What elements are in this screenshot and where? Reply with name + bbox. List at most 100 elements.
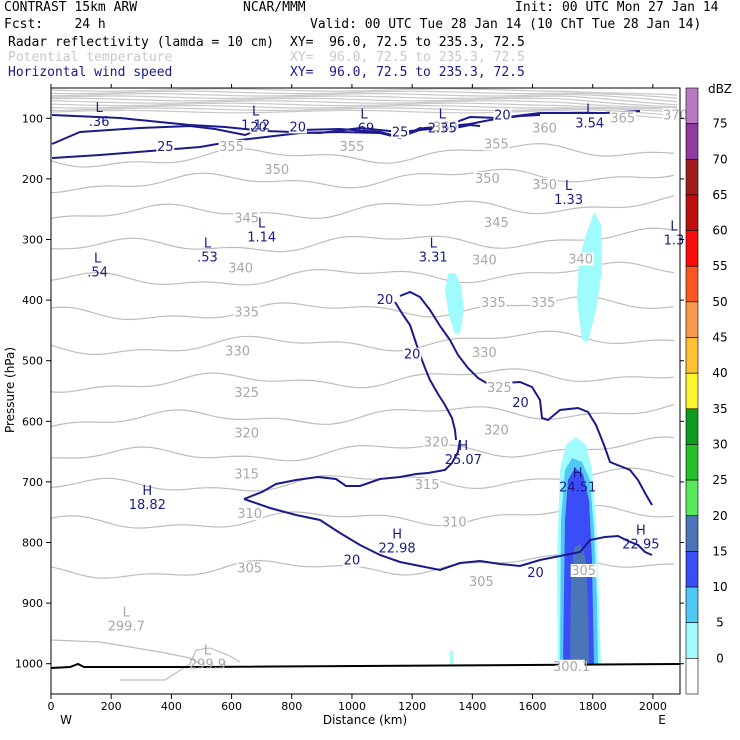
- wind-label-bg: [493, 108, 512, 122]
- x-tick-label: 1200: [398, 700, 426, 713]
- theta-contour-dense: [51, 104, 678, 113]
- theta-contour-label: 350: [264, 163, 289, 178]
- x-tick-label: 2000: [639, 700, 667, 713]
- theta-contour: [51, 168, 675, 194]
- y-tick-label: 100: [22, 112, 43, 125]
- colorbar-label: 25: [712, 473, 727, 487]
- wind-contour-label: 20: [512, 396, 529, 411]
- theta-label-bg: [567, 252, 594, 266]
- theta-label-bg: [570, 564, 597, 578]
- theta-contour-label: 345: [484, 216, 509, 231]
- east-label: E: [658, 713, 666, 727]
- low-marker: L: [430, 236, 438, 251]
- theta-label-bg: [432, 120, 459, 134]
- theta-contour-dense: [51, 102, 678, 111]
- wind-contour-label: 25: [157, 140, 174, 155]
- y-tick-label: 200: [22, 173, 43, 186]
- theta-label-bg: [233, 305, 260, 319]
- theta-contour: [51, 368, 675, 393]
- colorbar-label: 50: [712, 295, 727, 309]
- extremum-value: 299.9: [189, 658, 226, 673]
- wind-label-bg: [156, 139, 175, 153]
- field-reflectivity-xy: XY= 96.0, 72.5 to 235.3, 72.5: [290, 35, 525, 50]
- theta-label-bg: [227, 261, 254, 275]
- reflectivity-surface-speck: [450, 651, 453, 665]
- theta-contour-label: 355: [484, 137, 509, 152]
- low-marker: L: [94, 252, 102, 267]
- theta-contour-dense: [51, 90, 678, 99]
- theta-contour-label: 330: [472, 346, 497, 361]
- theta-contour-label: 370: [663, 108, 688, 123]
- colorbar-swatch: [685, 301, 699, 338]
- y-tick-label: 500: [22, 355, 43, 368]
- wind-label-bg: [249, 120, 268, 134]
- colorbar-swatch: [685, 444, 699, 481]
- theta-label-bg: [483, 423, 510, 437]
- theta-contour: [51, 639, 201, 665]
- colorbar-swatch: [685, 123, 699, 160]
- theta-contour-label: 345: [234, 211, 259, 226]
- x-axis-label: Distance (km): [323, 713, 407, 727]
- high-marker: H: [636, 524, 646, 539]
- theta-contour-label: 305: [237, 562, 262, 577]
- x-tick-label: 200: [101, 700, 122, 713]
- colorbar-swatch: [685, 194, 699, 231]
- wind-label-bg: [511, 396, 530, 410]
- theta-contour-label: 320: [234, 426, 259, 441]
- theta-label-bg: [423, 435, 450, 449]
- theta-label-bg: [414, 477, 441, 491]
- colorbar-swatch: [685, 408, 699, 445]
- colorbar-label: 65: [712, 188, 727, 202]
- x-tick-label: 800: [281, 700, 302, 713]
- extremum-value: 22.95: [622, 538, 659, 553]
- colorbar-label: 35: [712, 402, 727, 416]
- theta-contour-label: 335: [481, 296, 506, 311]
- high-marker: H: [458, 439, 468, 454]
- y-axis-label: Pressure (hPa): [3, 347, 17, 433]
- theta-label-bg: [233, 467, 260, 481]
- high-marker: H: [392, 527, 402, 542]
- theta-contour-label: 305: [469, 575, 494, 590]
- colorbar-label: 10: [712, 580, 727, 594]
- y-tick-label: 1000: [15, 658, 43, 671]
- theta-contour: [51, 295, 675, 321]
- theta-contour-label: 335: [234, 305, 259, 320]
- theta-label-bg: [218, 139, 245, 153]
- theta-label-bg: [233, 211, 260, 225]
- x-tick-label: 1000: [338, 700, 366, 713]
- wind-contour-label: 20: [404, 348, 421, 363]
- y-tick-label: 800: [22, 537, 43, 550]
- theta-label-bg: [480, 296, 507, 310]
- wind-label-bg: [342, 553, 361, 567]
- colorbar-label: 30: [712, 437, 727, 451]
- theta-contour-label: 320: [424, 436, 449, 451]
- valid-time: Valid: 00 UTC Tue 28 Jan 14 (10 ChT Tue …: [310, 17, 702, 32]
- high-marker: H: [142, 484, 152, 499]
- theta-label-bg: [236, 507, 263, 521]
- theta-contour-dense: [51, 88, 678, 96]
- colorbar-label: 40: [712, 366, 727, 380]
- colorbar-label: 60: [712, 224, 727, 238]
- theta-label-bg: [224, 344, 251, 358]
- low-marker: L: [360, 107, 368, 122]
- colorbar-label: 70: [712, 152, 727, 166]
- low-marker: L: [258, 216, 266, 231]
- colorbar-swatch: [685, 551, 699, 588]
- extremum-value: .69: [354, 121, 375, 136]
- theta-contour-label: 305: [571, 564, 596, 579]
- forecast-hour: Fcst: 24 h: [4, 17, 106, 32]
- theta-contour-dense: [51, 100, 678, 109]
- colorbar-swatch: [685, 230, 699, 267]
- x-tick-label: 1400: [458, 700, 486, 713]
- wind-label-bg: [526, 565, 545, 579]
- theta-label-bg: [558, 659, 585, 673]
- low-marker: L: [252, 104, 260, 119]
- low-marker: L: [670, 219, 678, 234]
- y-tick-label: 300: [22, 234, 43, 247]
- y-tick-label: 700: [22, 476, 43, 489]
- field-theta-xy: XY= 96.0, 72.5 to 235.3, 72.5: [290, 50, 525, 65]
- theta-contour-label: 310: [442, 516, 467, 531]
- field-reflectivity-name: Radar reflectivity (lamda = 10 cm): [8, 35, 275, 50]
- colorbar-swatch: [685, 622, 699, 659]
